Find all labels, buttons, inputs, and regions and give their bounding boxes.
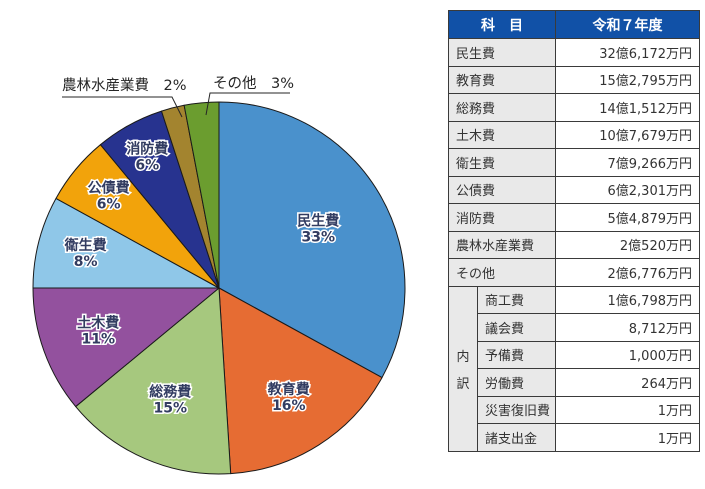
breakdown-label-char: 内 — [456, 349, 470, 365]
table-row-breakdown: 諸支出金 1万円 — [449, 423, 700, 452]
table-row-breakdown: 議会費 8,712万円 — [449, 313, 700, 342]
value-cell: 1億6,798万円 — [555, 285, 700, 314]
pie-callout-line — [205, 92, 290, 116]
pie-external-label: 農林水産業費 2% — [62, 77, 187, 94]
table-row: 公債費 6億2,301万円 — [448, 175, 700, 204]
value-cell: 1,000万円 — [555, 340, 700, 369]
pie-slice-教育費 — [218, 287, 383, 475]
subcategory-cell: 災害復旧費 — [477, 395, 556, 424]
table-row: 衛生費 7億9,266万円 — [448, 148, 700, 177]
value-cell: 2億520万円 — [555, 230, 700, 259]
table-row: その他 2億6,776万円 — [448, 258, 700, 287]
table-header-fiscal-year: 令和７年度 — [555, 10, 700, 39]
category-cell: その他 — [448, 258, 556, 287]
category-cell: 教育費 — [448, 65, 556, 94]
value-cell: 264万円 — [555, 368, 700, 397]
table-row-breakdown: 予備費 1,000万円 — [449, 340, 700, 369]
category-cell: 総務費 — [448, 93, 556, 122]
table-row: 総務費 14億1,512万円 — [448, 93, 700, 122]
pie-slice-総務費 — [75, 287, 232, 475]
pie-callout-line — [62, 96, 183, 118]
table-row-breakdown: 内訳 商工費 1億6,798万円 — [448, 285, 700, 452]
value-cell: 10億7,679万円 — [555, 120, 700, 149]
pie-slice-label: 衛生費 8% — [64, 237, 107, 270]
table-header-subject: 科 目 — [448, 10, 556, 39]
pie-slice-label: 消防費 6% — [126, 141, 168, 174]
value-cell: 1万円 — [555, 423, 700, 452]
category-cell: 公債費 — [448, 175, 556, 204]
pie-chart-svg: 民生費 33% 教育費 16% 総務費 15% 土木費 11% 衛生費 8% 公債費 6% 消防費 6% 農… — [32, 75, 406, 475]
category-cell: 衛生費 — [448, 148, 556, 177]
value-cell: 1万円 — [555, 395, 700, 424]
pie-slice-label: 総務費 15% — [149, 384, 191, 417]
pie-slice-その他 — [183, 101, 220, 289]
table-row-breakdown: 災害復旧費 1万円 — [449, 395, 700, 424]
breakdown-label-cell: 内訳 — [448, 285, 478, 452]
value-cell: 5億4,879万円 — [555, 203, 700, 232]
breakdown-label-text: 内訳 — [450, 346, 477, 392]
table-header-row: 科 目 令和７年度 — [448, 10, 700, 39]
pie-slice-label: 公債費 6% — [88, 180, 130, 213]
table-row: 教育費 15億2,795万円 — [448, 65, 700, 94]
value-cell: 14億1,512万円 — [555, 93, 700, 122]
value-cell: 8,712万円 — [555, 313, 700, 342]
pie-slice-土木費 — [32, 287, 220, 408]
breakdown-label-char: 訳 — [456, 376, 470, 392]
pie-slice-label: 教育費 16% — [268, 381, 310, 414]
table-row: 土木費 10億7,679万円 — [448, 120, 700, 149]
category-cell: 土木費 — [448, 120, 556, 149]
value-cell: 32億6,172万円 — [555, 38, 700, 67]
pie-slice-label: 土木費 11% — [77, 314, 119, 347]
subcategory-cell: 議会費 — [477, 313, 556, 342]
budget-table: 科 目 令和７年度 民生費 32億6,172万円 教育費 15億2,795万円 総務費 1… — [448, 10, 700, 452]
pie-external-label: その他 3% — [213, 75, 294, 92]
category-cell: 民生費 — [448, 38, 556, 67]
subcategory-cell: 予備費 — [477, 340, 556, 369]
category-cell: 農林水産業費 — [448, 230, 556, 259]
table-row: 民生費 32億6,172万円 — [448, 38, 700, 67]
expenditure-pie-chart: 民生費 33% 教育費 16% 総務費 15% 土木費 11% 衛生費 8% 公債費 6% 消防費 6% 農… — [32, 75, 406, 475]
value-cell: 7億9,266万円 — [555, 148, 700, 177]
value-cell: 15億2,795万円 — [555, 65, 700, 94]
subcategory-cell: 労働費 — [477, 368, 556, 397]
value-cell: 6億2,301万円 — [555, 175, 700, 204]
pie-slice-民生費 — [218, 101, 406, 379]
table-row: 農林水産業費 2億520万円 — [448, 230, 700, 259]
pie-slice-label: 民生費 33% — [297, 212, 339, 245]
subcategory-cell: 商工費 — [477, 285, 556, 314]
table-row-breakdown: 労働費 264万円 — [449, 368, 700, 397]
table-row: 消防費 5億4,879万円 — [448, 203, 700, 232]
value-cell: 2億6,776万円 — [555, 258, 700, 287]
category-cell: 消防費 — [448, 203, 556, 232]
subcategory-cell: 諸支出金 — [477, 423, 556, 452]
pie-slice-衛生費 — [32, 197, 220, 289]
